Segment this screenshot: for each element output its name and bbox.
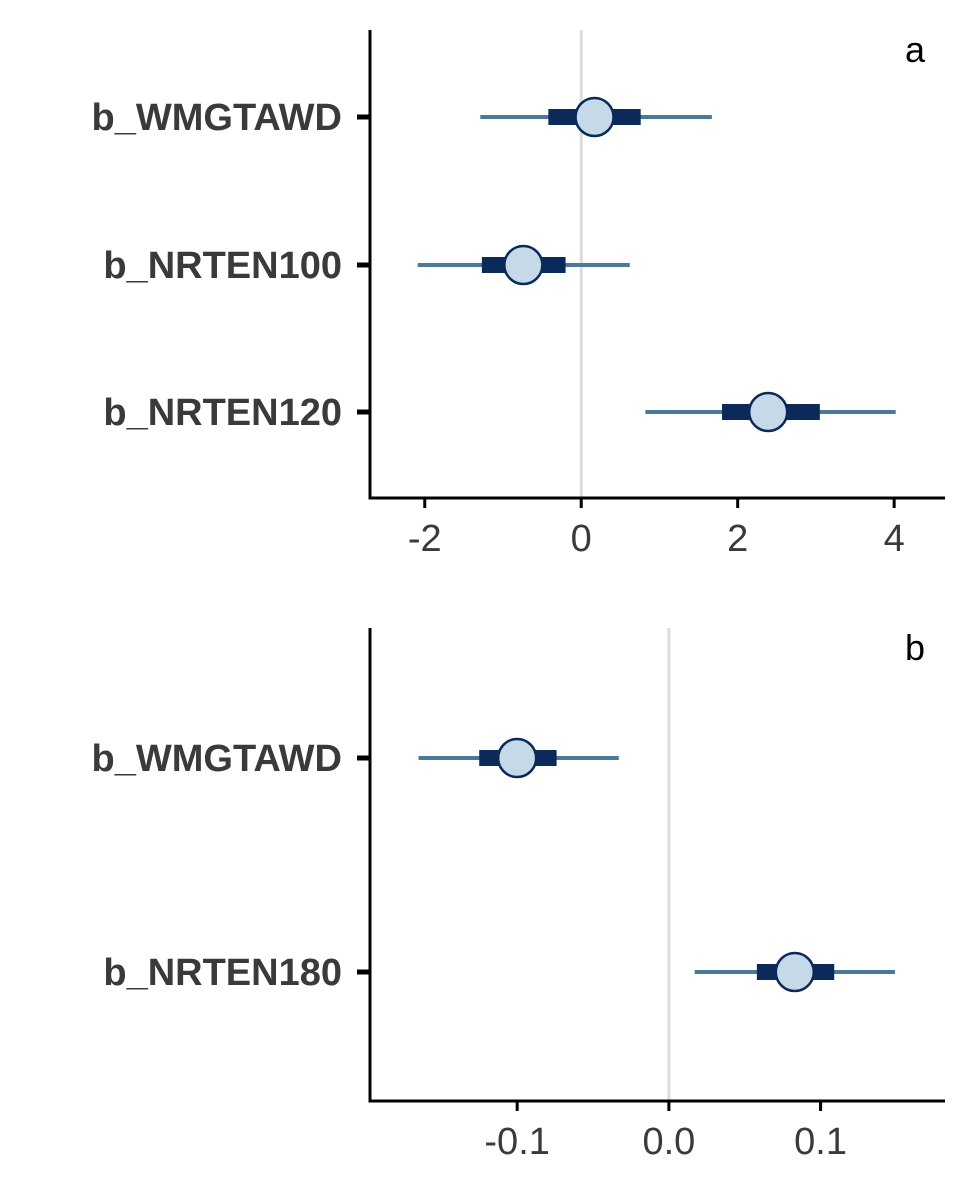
point-estimate <box>747 391 789 433</box>
point-estimate <box>574 96 615 138</box>
y-tick-label: b_WMGTAWD <box>92 97 342 139</box>
x-tick-label: -2 <box>408 518 442 560</box>
x-tick-label: 0.0 <box>642 1121 695 1163</box>
x-tick-label: 0 <box>571 518 592 560</box>
y-tick-label: b_NRTEN120 <box>103 392 342 434</box>
y-tick-label: b_NRTEN100 <box>103 245 342 287</box>
point-estimate <box>496 737 538 779</box>
x-tick-label: 4 <box>884 518 905 560</box>
x-tick-label: 2 <box>727 518 748 560</box>
x-tick-label: -0.1 <box>484 1121 549 1163</box>
y-tick-label: b_NRTEN180 <box>103 952 342 994</box>
x-tick-label: 0.1 <box>794 1121 847 1163</box>
panel-label: a <box>905 29 926 70</box>
panel-label: b <box>905 627 925 668</box>
y-tick-label: b_WMGTAWD <box>92 738 342 780</box>
point-estimate <box>774 951 816 993</box>
point-estimate <box>503 244 544 286</box>
